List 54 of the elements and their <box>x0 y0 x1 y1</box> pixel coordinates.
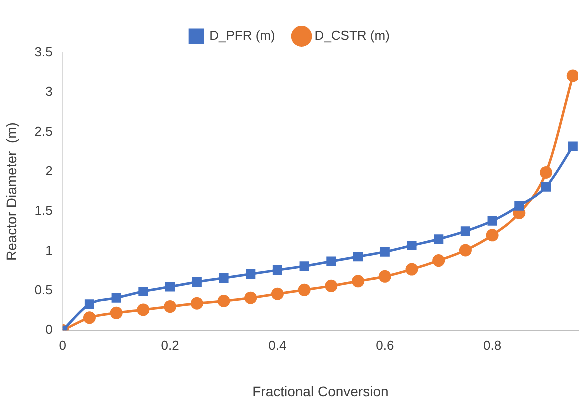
x-axis-title: Fractional Conversion <box>252 383 389 400</box>
y-tick-label: 3 <box>46 84 53 100</box>
point <box>406 263 418 276</box>
point <box>568 142 578 152</box>
point <box>325 280 338 292</box>
y-tick-label: 1.5 <box>34 203 53 218</box>
point <box>272 266 283 276</box>
x-tick-label: 0.8 <box>484 338 502 353</box>
point <box>432 254 446 268</box>
point <box>540 166 553 180</box>
point <box>566 70 578 82</box>
point <box>354 252 364 262</box>
y-tick-label: 3.5 <box>34 44 53 60</box>
point <box>486 229 499 242</box>
point <box>514 201 524 211</box>
point <box>137 304 150 316</box>
y-axis-title: Reactor Diameter (m) <box>3 122 20 262</box>
y-tick-label: 1 <box>46 242 53 258</box>
y-tick-label: 2 <box>46 164 53 179</box>
point <box>488 216 498 226</box>
x-tick-label: 0.2 <box>161 338 180 353</box>
point <box>112 293 122 303</box>
x-tick-label: 0.4 <box>268 338 287 353</box>
point <box>83 312 96 324</box>
point <box>459 244 472 257</box>
point <box>166 282 176 292</box>
point <box>298 284 311 296</box>
point <box>218 295 230 308</box>
y-tick-label: 2.5 <box>34 124 53 139</box>
point <box>380 247 390 257</box>
point <box>246 270 256 280</box>
point <box>300 262 310 272</box>
point <box>84 300 95 310</box>
point <box>192 277 202 288</box>
point <box>190 297 204 310</box>
point <box>460 226 470 236</box>
point <box>352 275 365 288</box>
legend-label: D_PFR (m) <box>210 28 276 44</box>
point <box>244 292 258 304</box>
point <box>110 306 123 320</box>
x-tick-label: 0.6 <box>376 338 394 353</box>
point <box>378 270 392 283</box>
point <box>407 240 417 251</box>
point <box>164 300 177 314</box>
legend-label: D_CSTR (m) <box>314 28 390 44</box>
point <box>434 234 444 244</box>
point <box>138 286 148 297</box>
point <box>326 256 336 266</box>
x-tick-label: 0 <box>59 338 66 353</box>
point <box>271 288 284 300</box>
y-tick-label: 0 <box>46 322 53 338</box>
point <box>541 182 552 192</box>
point <box>219 273 229 284</box>
y-tick-label: 0.5 <box>34 282 53 298</box>
